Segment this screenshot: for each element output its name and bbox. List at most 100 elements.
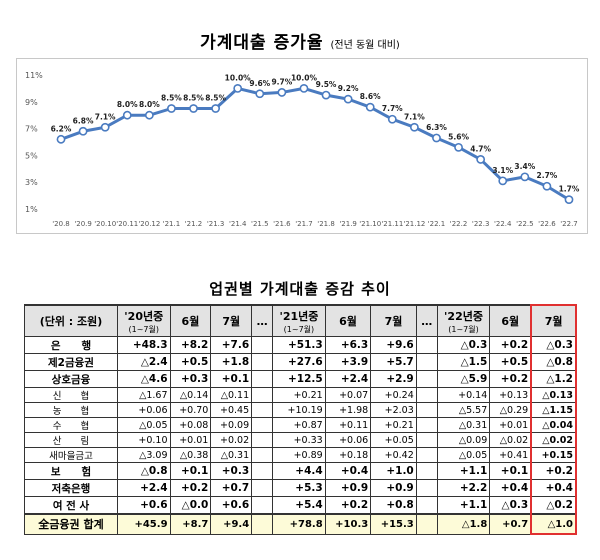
x-tick-label: '22.6: [538, 220, 556, 228]
value-cell: △0.13: [530, 387, 577, 403]
value-cell: +1.0: [370, 462, 417, 480]
x-tick-label: '20.9: [74, 220, 92, 228]
value-cell: +0.14: [436, 387, 491, 403]
value-cell: +51.3: [272, 336, 326, 354]
value-cell: △1.15: [530, 402, 577, 418]
value-cell: +0.3: [210, 462, 253, 480]
ellipsis-cell: [415, 387, 438, 403]
value-cell: △0.29: [489, 402, 532, 418]
column-header-label: 7월: [222, 315, 241, 328]
value-cell: +0.7: [210, 479, 253, 497]
ellipsis-cell: [415, 479, 438, 497]
x-tick-label: '21.12: [403, 220, 425, 228]
value-cell: +0.7: [489, 513, 532, 535]
row-label: 저축은행: [24, 479, 118, 497]
value-cell: +0.24: [370, 387, 417, 403]
value-cell: +0.2: [169, 479, 212, 497]
x-tick-label: '21.6: [273, 220, 291, 228]
x-tick-label: '21.2: [185, 220, 203, 228]
data-point: [387, 114, 397, 124]
table-title: 업권별 가계대출 증감 추이: [209, 280, 391, 298]
data-label: 8.5%: [161, 94, 182, 103]
data-point: [211, 104, 221, 113]
value-cell: +3.9: [324, 353, 372, 371]
data-point: [167, 104, 176, 113]
ellipsis-cell: [415, 462, 438, 480]
ellipsis-cell: [251, 432, 274, 448]
value-cell: +0.07: [324, 387, 372, 403]
value-cell: +0.45: [210, 402, 253, 418]
unit-header: (단위 : 조원): [24, 304, 118, 337]
value-cell: +0.13: [489, 387, 532, 403]
data-label: 9.7%: [271, 77, 292, 86]
data-label: 9.5%: [316, 80, 337, 89]
value-cell: +0.2: [489, 336, 532, 354]
column-header-label: 6월: [339, 315, 357, 328]
value-cell: △0.8: [117, 462, 171, 480]
column-header: …: [251, 304, 274, 337]
data-label: 8.5%: [205, 94, 226, 103]
value-cell: +5.4: [272, 496, 326, 515]
data-point: [78, 126, 88, 136]
column-header: 6월: [489, 304, 532, 337]
value-cell: △3.09: [117, 447, 171, 463]
data-label: 10.0%: [291, 73, 318, 82]
value-cell: +2.9: [370, 370, 417, 388]
column-header: '20년중 (1~7월): [117, 304, 171, 337]
ellipsis-cell: [251, 479, 274, 497]
ellipsis-cell: [251, 447, 274, 463]
value-cell: +5.3: [272, 479, 326, 497]
column-header: '22년중 (1~7월): [436, 304, 491, 337]
x-tick-label: '21.7: [295, 220, 313, 228]
value-cell: △0.05: [117, 417, 171, 433]
data-label: 8.0%: [139, 100, 160, 109]
data-label: 9.2%: [338, 84, 359, 93]
data-point: [233, 83, 243, 93]
value-cell: △0.31: [436, 417, 491, 433]
column-header-label: 6월: [501, 315, 520, 328]
data-point: [189, 104, 198, 113]
data-label: 3.1%: [492, 166, 513, 175]
value-cell: +1.1: [436, 496, 491, 515]
column-header: 7월: [210, 304, 253, 337]
data-point: [564, 195, 574, 205]
value-cell: +0.05: [370, 432, 417, 448]
value-cell: △0.09: [436, 432, 491, 448]
value-cell: △0.3: [489, 496, 532, 515]
y-tick-label: 3%: [25, 178, 38, 187]
value-cell: +0.08: [169, 417, 212, 433]
value-cell: +2.4: [324, 370, 372, 388]
column-header: 7월: [370, 304, 417, 337]
column-header-period: (1~7월): [283, 324, 315, 334]
value-cell: △0.14: [169, 387, 212, 403]
value-cell: +0.41: [489, 447, 532, 463]
value-cell: △0.3: [436, 336, 491, 354]
value-cell: △0.2: [530, 496, 577, 515]
data-label: 2.7%: [537, 171, 558, 180]
line-chart-svg: 1% 3% 5% 7% 9% 11% '20.8 '20.9'20.10'20.11'20.1…: [25, 71, 580, 228]
value-cell: +0.89: [272, 447, 326, 463]
data-point: [122, 110, 132, 120]
data-label: 6.2%: [51, 124, 72, 133]
value-cell: +0.4: [324, 462, 372, 480]
value-cell: +4.4: [272, 462, 326, 480]
value-cell: +0.8: [370, 496, 417, 515]
row-label: 상호금융: [24, 370, 118, 388]
column-header-label: '21년중: [279, 309, 319, 323]
value-cell: △4.6: [117, 370, 171, 388]
value-cell: △0.05: [436, 447, 491, 463]
data-point: [100, 122, 110, 132]
data-label: 4.7%: [470, 144, 491, 153]
value-cell: △0.02: [489, 432, 532, 448]
chart-title-main: 가계대출 증가율: [200, 33, 324, 53]
value-cell: +0.33: [272, 432, 326, 448]
column-header: 6월: [324, 304, 372, 337]
x-tick-label: '21.5: [251, 220, 269, 228]
data-point: [321, 90, 331, 100]
data-label: 8.0%: [117, 100, 138, 109]
data-point: [144, 110, 154, 120]
value-cell: +0.87: [272, 417, 326, 433]
data-point: [432, 133, 441, 143]
x-tick-label: '22.1: [428, 220, 446, 228]
data-point: [409, 122, 419, 132]
